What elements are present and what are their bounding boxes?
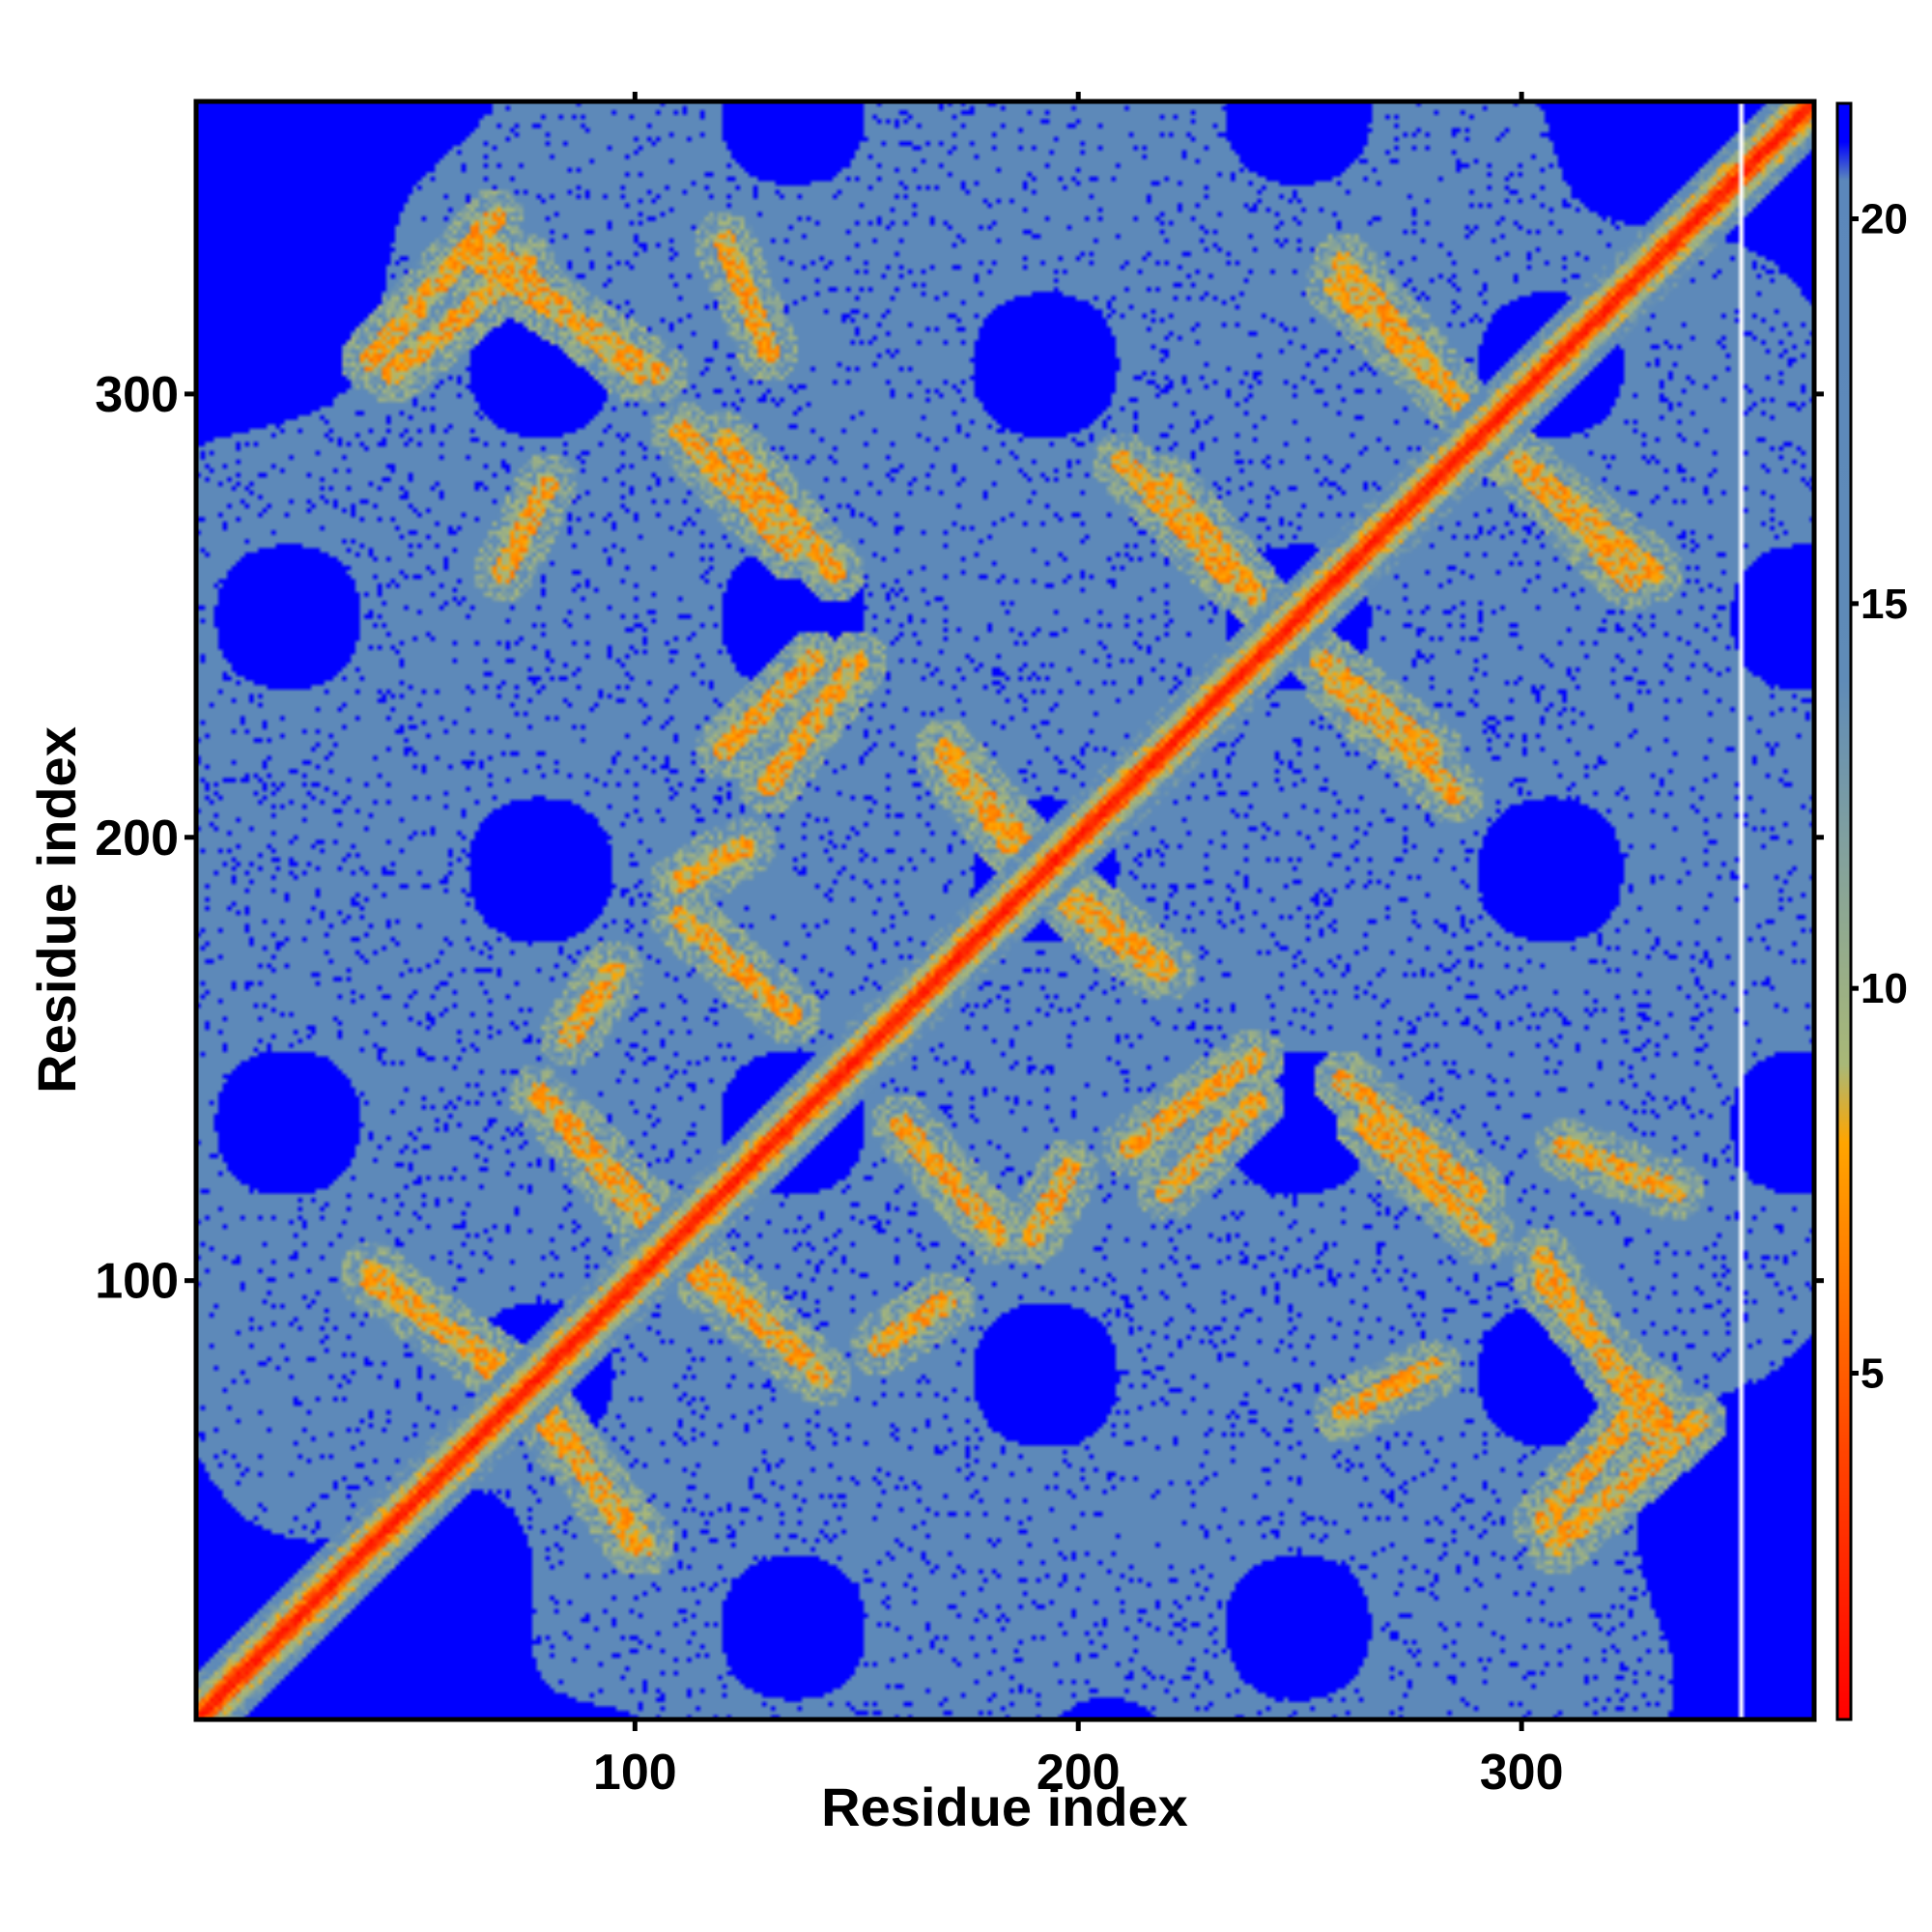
x-tick-label: 100 (593, 1745, 677, 1801)
y-tick-label: 100 (95, 1254, 179, 1310)
colorbar: 5 10 15 20 (1835, 101, 1908, 1721)
x-tick-label: 300 (1480, 1745, 1564, 1801)
colorbar-tick-label: 20 (1861, 196, 1908, 243)
y-axis-ticks: 100 200 300 (95, 367, 196, 1310)
x-tick-label: 200 (1037, 1745, 1121, 1801)
heatmap-image (196, 101, 1814, 1719)
right-axis-ticks (1814, 391, 1824, 1284)
y-tick-label: 300 (95, 367, 179, 423)
colorbar-ticks: 5 10 15 20 (1851, 196, 1908, 1398)
heatmap-plot-area (193, 99, 1817, 1722)
y-tick-label: 200 (95, 810, 179, 867)
top-axis-ticks (632, 92, 1524, 101)
y-axis-title: Residue index (26, 726, 87, 1094)
colorbar-gradient (1835, 101, 1853, 1721)
x-axis-ticks: 100 200 300 (593, 1719, 1564, 1801)
plot-frame (193, 99, 1817, 1722)
colorbar-tick-label: 15 (1861, 581, 1908, 628)
x-axis-title: Residue index (821, 1776, 1188, 1837)
colorbar-tick-label: 10 (1861, 965, 1908, 1012)
colorbar-tick-label: 5 (1861, 1350, 1884, 1398)
